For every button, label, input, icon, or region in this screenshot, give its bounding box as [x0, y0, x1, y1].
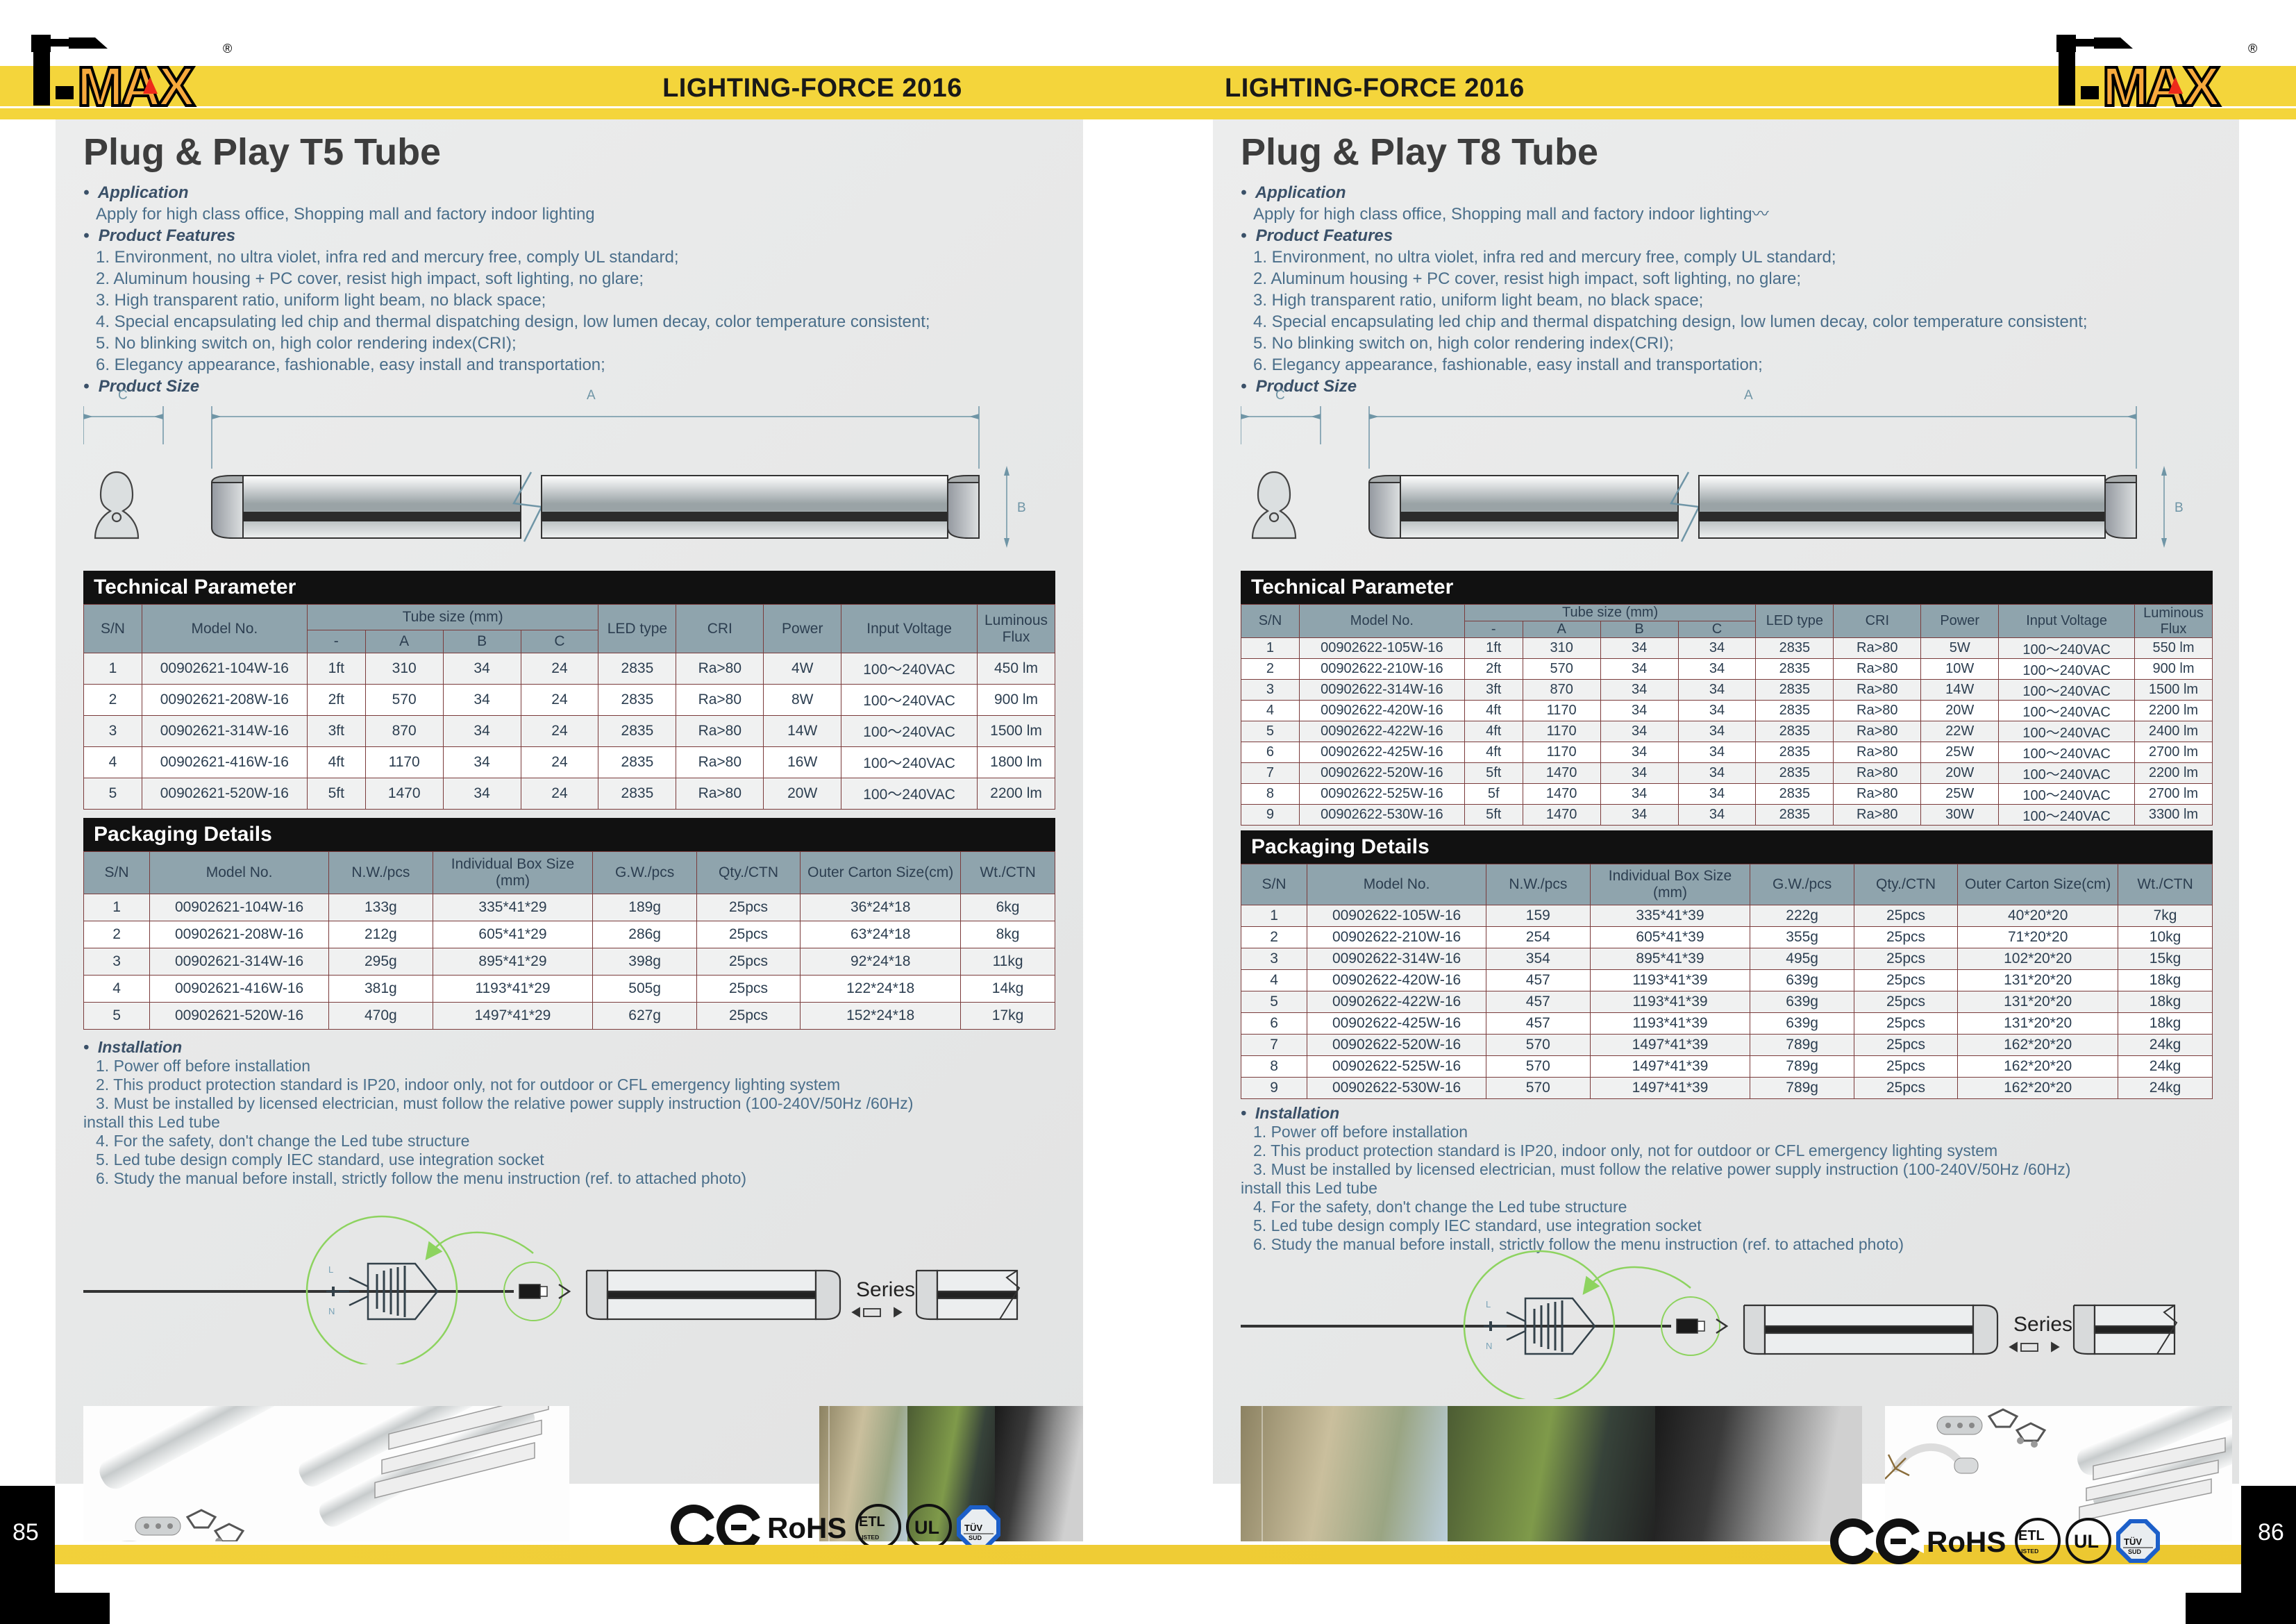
- svg-text:RoHS: RoHS: [767, 1512, 846, 1544]
- svg-text:LISTED: LISTED: [2018, 1548, 2038, 1555]
- svg-text:ETL: ETL: [2018, 1528, 2045, 1543]
- svg-text:SUD: SUD: [969, 1534, 982, 1541]
- svg-text:A: A: [587, 388, 596, 403]
- svg-text:L: L: [1486, 1299, 1491, 1309]
- svg-text:TÜV: TÜV: [2124, 1537, 2142, 1547]
- svg-text:Series: Series: [856, 1278, 915, 1301]
- svg-text:SUD: SUD: [2128, 1548, 2142, 1555]
- svg-text:MAX: MAX: [2102, 56, 2220, 111]
- svg-text:B: B: [1017, 501, 1026, 515]
- svg-text:N: N: [328, 1306, 335, 1316]
- svg-text:MAX: MAX: [77, 56, 194, 111]
- svg-text:C: C: [118, 388, 128, 403]
- svg-text:RoHS: RoHS: [1927, 1525, 2006, 1558]
- svg-text:®: ®: [223, 42, 232, 56]
- svg-text:B: B: [2175, 501, 2184, 515]
- svg-text:C: C: [1275, 388, 1285, 403]
- svg-text:A: A: [1744, 388, 1753, 403]
- svg-text:Series: Series: [2013, 1313, 2072, 1336]
- svg-text:UL: UL: [914, 1517, 939, 1538]
- svg-text:TÜV: TÜV: [964, 1523, 982, 1533]
- svg-text:®: ®: [2248, 42, 2257, 56]
- svg-text:N: N: [1486, 1341, 1492, 1351]
- svg-text:UL: UL: [2074, 1531, 2099, 1552]
- svg-text:LISTED: LISTED: [858, 1534, 879, 1541]
- svg-text:ETL: ETL: [859, 1514, 885, 1530]
- svg-text:L: L: [328, 1264, 333, 1275]
